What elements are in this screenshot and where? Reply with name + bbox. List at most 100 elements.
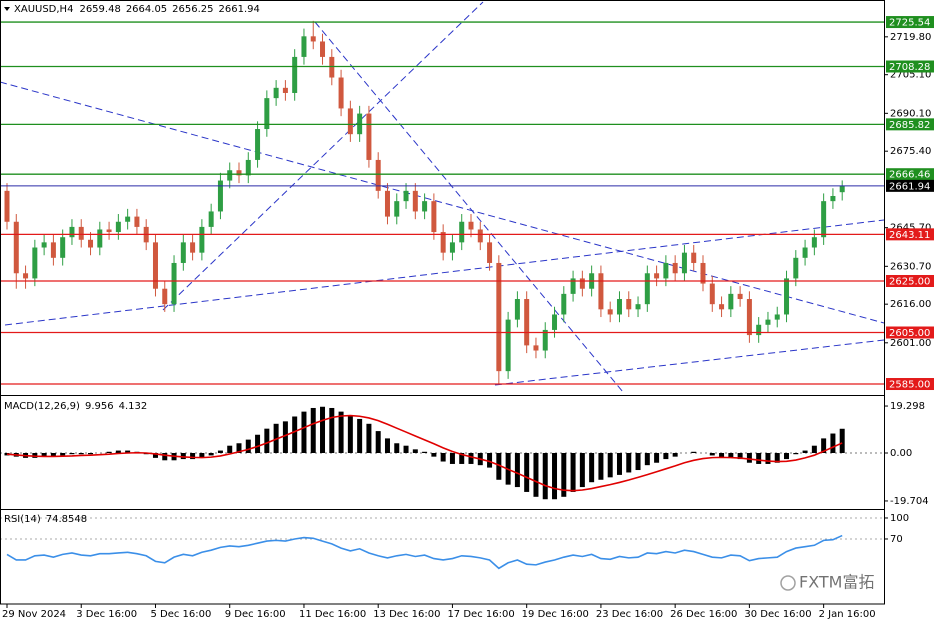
y-tick-label: 2690.10 bbox=[890, 108, 931, 119]
candle-body bbox=[635, 304, 641, 310]
candle-body bbox=[552, 314, 558, 330]
candle-body bbox=[487, 242, 493, 263]
level-label: 2708.28 bbox=[889, 62, 930, 73]
y-tick-label: 0.00 bbox=[890, 448, 912, 459]
candle-body bbox=[533, 345, 539, 351]
x-tick-label: 26 Dec 16:00 bbox=[670, 609, 737, 620]
macd-bar bbox=[329, 407, 335, 453]
trendline bbox=[314, 21, 624, 393]
y-tick-label: 19.298 bbox=[890, 401, 925, 412]
level-label: 2625.00 bbox=[889, 276, 930, 287]
candle-body bbox=[403, 190, 409, 202]
macd-bar bbox=[264, 428, 270, 453]
trendline bbox=[162, 1, 484, 311]
signal-line bbox=[6, 414, 843, 492]
macd-bar bbox=[357, 418, 363, 453]
y-tick-label: 2705.10 bbox=[890, 70, 931, 81]
watermark-text: FXTM富拓 bbox=[799, 573, 874, 592]
level-label: 2666.46 bbox=[889, 170, 930, 181]
y-tick-label: 2616.00 bbox=[890, 299, 931, 310]
macd-bar bbox=[199, 453, 205, 458]
candle-body bbox=[579, 278, 585, 289]
candle-body bbox=[245, 159, 251, 176]
y-tick-label: 2601.00 bbox=[890, 338, 931, 349]
macd-bar bbox=[180, 453, 186, 460]
candle-body bbox=[505, 319, 511, 372]
candle-body bbox=[598, 273, 604, 310]
rsi-value: 74.8548 bbox=[46, 514, 87, 525]
rsi-title: RSI(14) bbox=[4, 514, 41, 525]
macd-bar bbox=[4, 453, 10, 456]
macd-bar bbox=[830, 433, 836, 453]
price-panel bbox=[1, 1, 884, 393]
candle-body bbox=[412, 190, 418, 212]
candle-body bbox=[626, 299, 632, 310]
candle-body bbox=[663, 262, 669, 279]
candle-body bbox=[347, 108, 353, 135]
candle-body bbox=[524, 299, 530, 346]
x-tick-label: 23 Dec 16:00 bbox=[596, 609, 663, 620]
x-tick-label: 11 Dec 16:00 bbox=[299, 609, 366, 620]
macd-bar bbox=[320, 406, 326, 453]
macd-bar bbox=[784, 453, 790, 460]
candle-body bbox=[719, 304, 725, 310]
macd-bar bbox=[69, 453, 75, 455]
candle-body bbox=[394, 201, 400, 217]
candle-body bbox=[793, 257, 799, 279]
macd-bar bbox=[746, 453, 752, 463]
macd-bar bbox=[811, 445, 817, 453]
candle-body bbox=[431, 201, 437, 233]
y-tick-label: 2719.80 bbox=[890, 32, 931, 43]
x-tick-label: 5 Dec 16:00 bbox=[150, 609, 211, 620]
candle-body bbox=[320, 41, 326, 57]
x-tick-label: 19 Dec 16:00 bbox=[522, 609, 589, 620]
macd-bar bbox=[728, 453, 734, 458]
level-label-box bbox=[886, 228, 934, 241]
candle-body bbox=[607, 309, 613, 315]
macd-bar bbox=[88, 453, 94, 455]
watermark: FXTM富拓 bbox=[780, 573, 874, 592]
macd-bar bbox=[663, 453, 669, 460]
macd-bar bbox=[292, 416, 298, 453]
macd-bar bbox=[756, 453, 762, 464]
candle-body bbox=[691, 252, 697, 263]
candle-body bbox=[255, 129, 261, 160]
macd-bar bbox=[654, 453, 660, 463]
macd-bar bbox=[152, 453, 158, 458]
trendlines bbox=[1, 1, 884, 393]
candle-body bbox=[106, 229, 112, 233]
macd-bar bbox=[375, 431, 381, 453]
x-tick-label: 17 Dec 16:00 bbox=[447, 609, 514, 620]
candle-body bbox=[329, 56, 335, 78]
candle-body bbox=[784, 278, 790, 315]
macd-bar bbox=[366, 423, 372, 453]
level-label: 2685.82 bbox=[889, 120, 930, 131]
candle-body bbox=[644, 273, 650, 305]
candle-body bbox=[264, 98, 270, 130]
candle-body bbox=[561, 293, 567, 315]
macd-bar bbox=[347, 416, 353, 453]
macd-bar bbox=[440, 453, 446, 462]
macd-bar bbox=[672, 453, 678, 457]
macd-bar bbox=[793, 453, 799, 455]
candle-body bbox=[384, 190, 390, 217]
candle-body bbox=[41, 242, 47, 248]
plot-frame bbox=[0, 0, 885, 605]
level-label: 2585.00 bbox=[889, 380, 930, 391]
candle-body bbox=[728, 293, 734, 310]
watermark-logo bbox=[780, 575, 796, 591]
candle-body bbox=[700, 262, 706, 284]
macd-bar bbox=[774, 453, 780, 463]
macd-bar bbox=[422, 451, 428, 453]
level-label-box bbox=[886, 378, 934, 391]
candle-body bbox=[449, 242, 455, 253]
y-tick-label: 2675.40 bbox=[890, 146, 931, 157]
candle-body bbox=[774, 314, 780, 320]
macd-title: MACD(12,26,9) bbox=[4, 401, 80, 412]
level-label-box bbox=[886, 168, 934, 181]
y-tick-label: -19.704 bbox=[890, 496, 929, 507]
x-tick-label: 3 Dec 16:00 bbox=[76, 609, 137, 620]
candle-body bbox=[301, 36, 307, 57]
macd-bar bbox=[338, 411, 344, 453]
